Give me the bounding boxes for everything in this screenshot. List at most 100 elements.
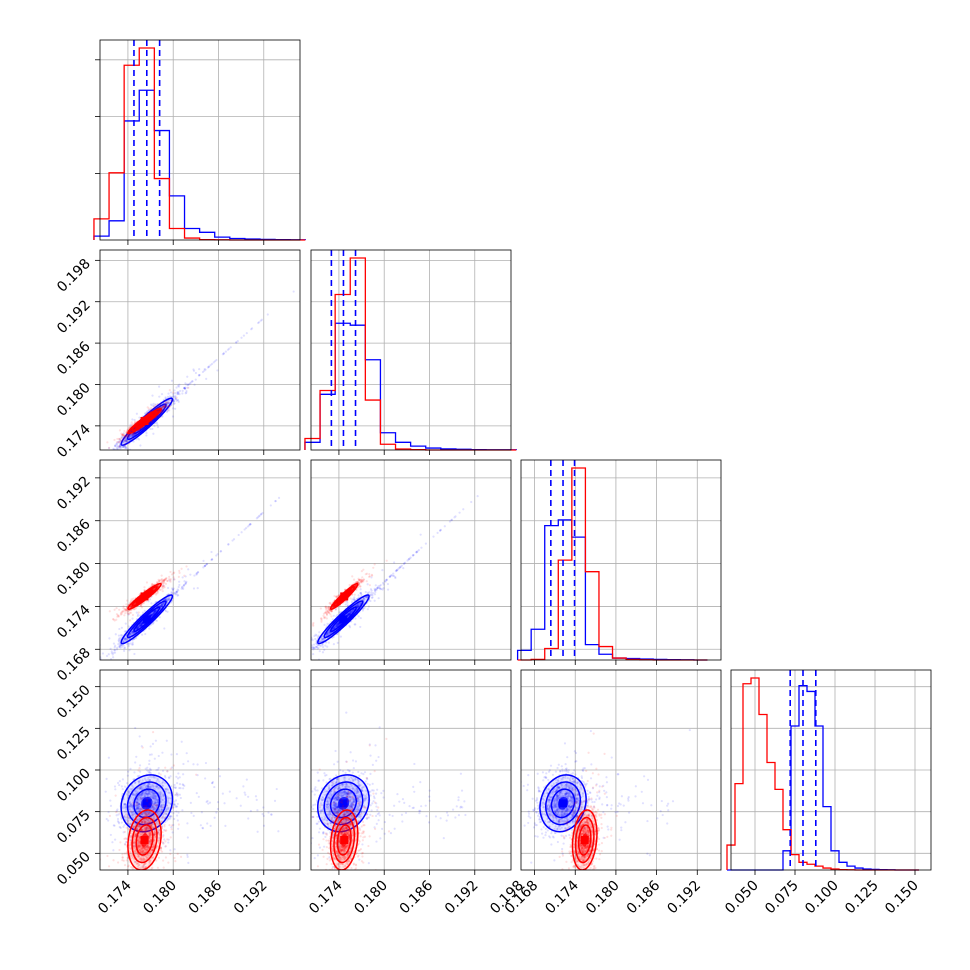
sample-point bbox=[128, 435, 132, 438]
sample-point bbox=[118, 444, 122, 447]
sample-point bbox=[113, 648, 117, 652]
sample-point bbox=[193, 574, 196, 577]
sample-point bbox=[321, 643, 324, 647]
sample-point bbox=[153, 610, 157, 613]
sample-point bbox=[176, 392, 179, 396]
sample-point bbox=[122, 445, 125, 448]
sample-point bbox=[152, 612, 156, 615]
sample-point bbox=[320, 638, 323, 642]
sample-point bbox=[316, 643, 320, 647]
sample-point bbox=[144, 412, 147, 415]
sample-point bbox=[222, 352, 225, 355]
sample-point bbox=[118, 640, 121, 643]
sample-point bbox=[94, 633, 96, 635]
sample-point bbox=[394, 570, 397, 573]
sample-point bbox=[166, 405, 170, 408]
sample-point bbox=[175, 592, 178, 596]
sample-point bbox=[124, 612, 127, 615]
sample-point bbox=[137, 625, 140, 629]
sample-point bbox=[129, 632, 132, 635]
sample-point bbox=[115, 443, 118, 446]
sample-point bbox=[116, 447, 119, 450]
sample-point bbox=[144, 632, 147, 636]
sample-point bbox=[161, 585, 164, 588]
sample-point bbox=[121, 433, 124, 436]
sample-point bbox=[246, 525, 249, 528]
sample-point bbox=[154, 610, 157, 613]
sample-point bbox=[184, 392, 187, 395]
sample-point bbox=[123, 638, 127, 641]
sample-point bbox=[178, 393, 181, 396]
sample-point bbox=[129, 434, 132, 437]
sample-point bbox=[122, 440, 125, 444]
sample-point bbox=[138, 624, 142, 627]
sample-point bbox=[160, 585, 164, 588]
sample-point bbox=[167, 392, 170, 395]
sample-point bbox=[162, 585, 165, 588]
sample-point bbox=[186, 386, 189, 389]
sample-point bbox=[359, 616, 362, 620]
sample-point bbox=[128, 649, 131, 652]
sample-point bbox=[169, 580, 172, 583]
sample-point bbox=[111, 453, 113, 455]
sample-point bbox=[148, 408, 151, 412]
sample-point bbox=[134, 431, 137, 434]
sample-point bbox=[154, 610, 157, 613]
sample-point bbox=[362, 597, 366, 601]
sample-point bbox=[346, 604, 350, 607]
sample-point bbox=[121, 439, 124, 442]
sample-point bbox=[114, 444, 117, 447]
sample-point bbox=[327, 631, 330, 634]
sample-point bbox=[174, 398, 177, 401]
sample-point bbox=[373, 589, 377, 592]
sample-point bbox=[316, 647, 319, 650]
sample-point bbox=[314, 633, 317, 636]
sample-point bbox=[115, 618, 118, 621]
sample-point bbox=[115, 442, 118, 445]
sample-point bbox=[123, 443, 127, 446]
sample-point bbox=[183, 387, 187, 390]
sample-point bbox=[124, 438, 128, 441]
sample-point bbox=[240, 336, 243, 339]
sample-point bbox=[113, 608, 116, 611]
sample-point bbox=[124, 608, 127, 611]
sample-point bbox=[106, 441, 109, 444]
sample-point bbox=[127, 613, 130, 616]
sample-point bbox=[167, 401, 170, 404]
sample-point bbox=[122, 441, 125, 444]
sample-point bbox=[158, 604, 161, 607]
sample-point bbox=[222, 352, 225, 355]
sample-point bbox=[152, 621, 155, 625]
sample-point bbox=[167, 598, 170, 601]
sample-point bbox=[125, 637, 128, 640]
sample-point bbox=[336, 622, 339, 626]
sample-point bbox=[159, 402, 162, 405]
sample-point bbox=[171, 588, 175, 591]
sample-point bbox=[84, 677, 86, 679]
sample-point bbox=[185, 565, 188, 568]
sample-point bbox=[121, 433, 124, 436]
sample-point bbox=[159, 578, 162, 582]
sample-point bbox=[114, 445, 117, 448]
sample-point bbox=[108, 637, 111, 640]
sample-point bbox=[137, 438, 141, 441]
sample-point bbox=[125, 439, 129, 443]
sample-point bbox=[321, 651, 325, 654]
sample-point bbox=[123, 439, 126, 442]
panel-frame bbox=[99, 459, 301, 661]
sample-point bbox=[162, 602, 165, 606]
panel-frame bbox=[310, 249, 512, 451]
sample-point bbox=[163, 405, 166, 409]
sample-point bbox=[163, 578, 166, 581]
sample-point bbox=[219, 550, 222, 553]
sample-point bbox=[116, 437, 119, 441]
sample-point bbox=[366, 583, 369, 586]
sample-point bbox=[125, 608, 128, 612]
sample-point bbox=[205, 563, 208, 566]
sample-point bbox=[124, 637, 127, 640]
sample-point bbox=[164, 402, 167, 405]
sample-point bbox=[335, 624, 338, 627]
sample-point bbox=[167, 404, 170, 408]
sample-point bbox=[109, 658, 113, 660]
sample-point bbox=[123, 637, 126, 640]
